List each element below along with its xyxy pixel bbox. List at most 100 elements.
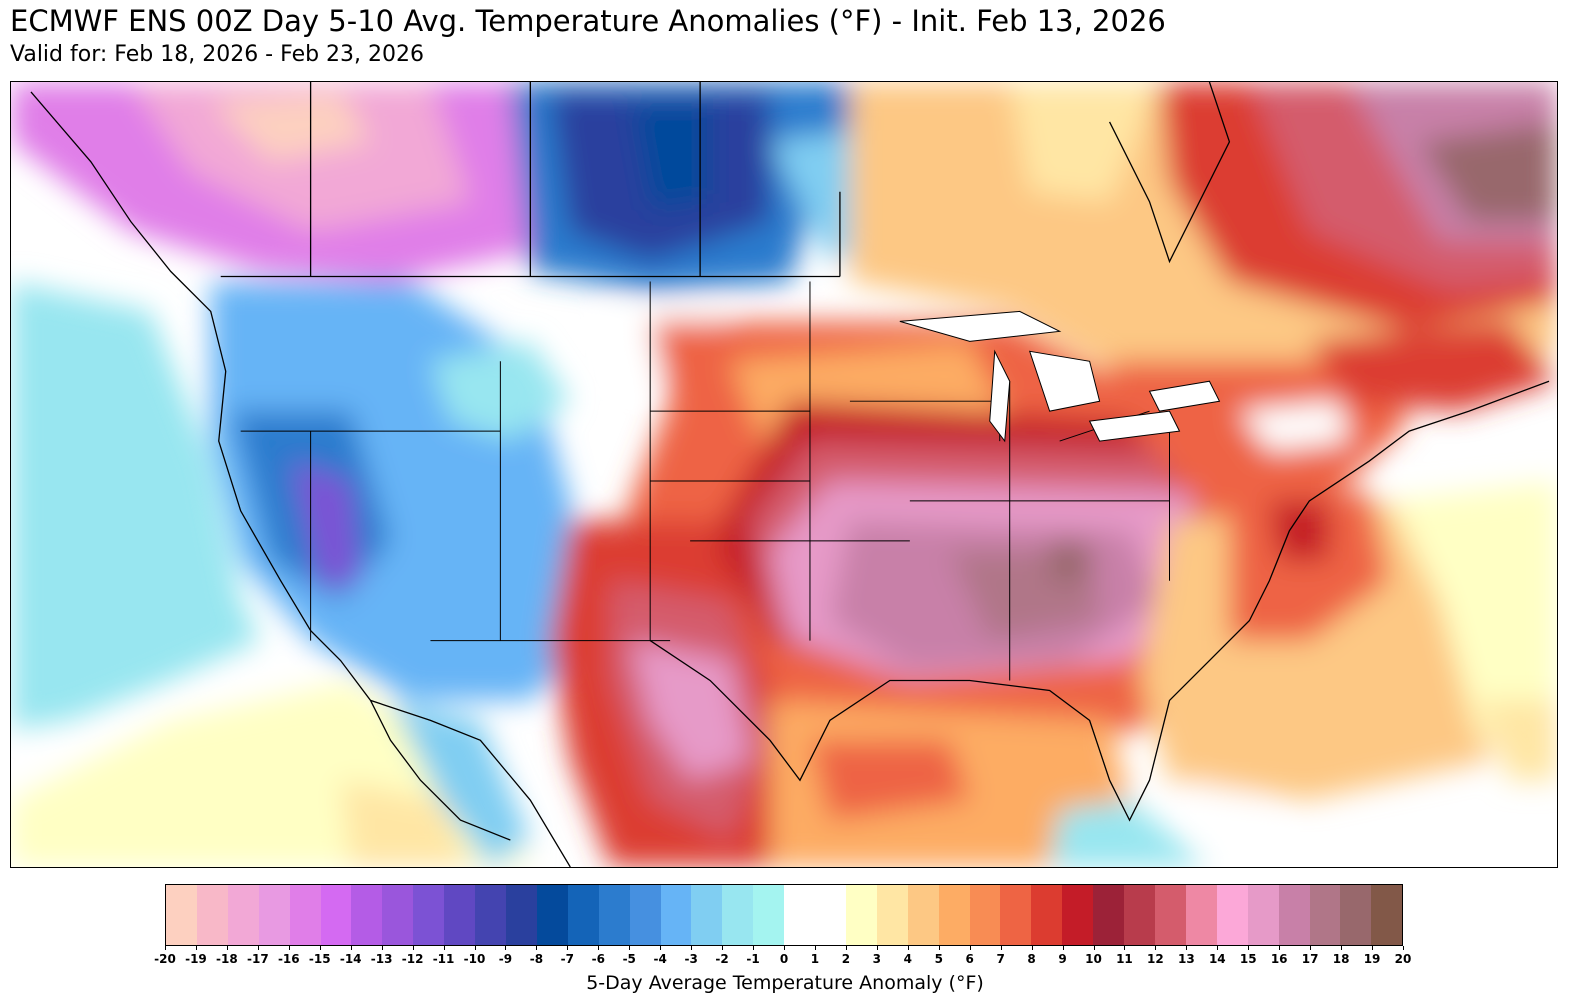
colorbar-tick-mark <box>722 946 724 950</box>
colorbar-tick-mark <box>969 946 971 950</box>
colorbar-segment <box>505 885 537 945</box>
colorbar-segment <box>382 885 414 945</box>
colorbar-segment <box>320 885 352 945</box>
colorbar-tick-mark <box>443 946 445 950</box>
colorbar-tick-label: 5 <box>934 952 943 966</box>
great-lakes <box>899 310 1221 443</box>
colorbar-tick-mark <box>1403 946 1404 950</box>
colorbar-tick-mark <box>660 946 662 950</box>
colorbar-tick-label: -14 <box>339 952 362 966</box>
colorbar-segment <box>691 885 723 945</box>
colorbar-tick-mark <box>1186 946 1188 950</box>
colorbar-tick-mark <box>629 946 631 950</box>
colorbar-segment <box>1216 885 1248 945</box>
colorbar-tick-mark <box>1000 946 1002 950</box>
colorbar-tick-label: 20 <box>1394 952 1412 966</box>
colorbar-tick-label: -5 <box>622 952 636 966</box>
colorbar-tick-label: 1 <box>810 952 820 966</box>
colorbar-tick-mark <box>257 946 259 950</box>
colorbar-segment <box>227 885 259 945</box>
colorbar-tick-mark <box>1217 946 1219 950</box>
colorbar-segment <box>258 885 290 945</box>
colorbar-tick-label: 6 <box>965 952 974 966</box>
colorbar-tick-label: -15 <box>308 952 331 966</box>
colorbar-segment <box>1062 885 1094 945</box>
colorbar-tick-label: 4 <box>903 952 912 966</box>
colorbar-tick-mark <box>288 946 290 950</box>
colorbar-tick-mark <box>412 946 414 950</box>
colorbar-tick-label: -12 <box>401 952 424 966</box>
colorbar-tick-label: 14 <box>1208 952 1226 966</box>
colorbar-tick-label: 10 <box>1085 952 1102 966</box>
colorbar-segment <box>166 885 197 945</box>
colorbar-tick-label: 11 <box>1116 952 1133 966</box>
colorbar-segment <box>475 885 506 945</box>
colorbar-tick-label: -19 <box>185 952 207 966</box>
colorbar-tick-mark <box>1310 946 1312 950</box>
colorbar-tick-label: 13 <box>1177 952 1195 966</box>
colorbar-segment <box>444 885 476 945</box>
colorbar-tick-label: 12 <box>1147 952 1164 966</box>
colorbar-tick-label: 16 <box>1270 952 1288 966</box>
colorbar-tick-label: -4 <box>653 952 667 966</box>
colorbar-tick-label: -20 <box>154 952 176 966</box>
colorbar-tick-mark <box>691 946 693 950</box>
colorbar-segment <box>1278 885 1310 945</box>
colorbar-tick-label: -1 <box>746 952 760 966</box>
colorbar-segment <box>536 885 568 945</box>
colorbar-tick-label: 7 <box>996 952 1005 966</box>
colorbar-tick-label: -18 <box>216 952 238 966</box>
anomaly-map <box>10 81 1558 868</box>
colorbar-tick-mark <box>195 946 197 950</box>
colorbar-tick-label: 9 <box>1058 952 1067 966</box>
colorbar-tick-mark <box>1124 946 1126 950</box>
colorbar-segment <box>1124 885 1155 945</box>
colorbar-segment <box>1247 885 1279 945</box>
colorbar-tick-mark <box>938 946 940 950</box>
colorbar-tick-mark <box>814 946 816 950</box>
colorbar-tick-label: 8 <box>1027 952 1036 966</box>
colorbar-segment <box>938 885 970 945</box>
colorbar-label: 5-Day Average Temperature Anomaly (°F) <box>586 972 984 994</box>
colorbar-tick-mark <box>1062 946 1064 950</box>
colorbar-tick-label: 0 <box>779 952 789 966</box>
colorbar-segment <box>289 885 321 945</box>
colorbar-segment <box>1093 885 1125 945</box>
colorbar-tick-label: -6 <box>591 952 605 966</box>
colorbar-tick-mark <box>1248 946 1250 950</box>
colorbar-tick-label: -16 <box>277 952 300 966</box>
colorbar-tick-mark <box>381 946 383 950</box>
colorbar-tick-mark <box>845 946 847 950</box>
colorbar-tick-mark <box>784 946 785 950</box>
colorbar-tick-mark <box>1372 946 1374 950</box>
colorbar-segment <box>598 885 630 945</box>
pacific-cool-anomaly <box>11 281 261 731</box>
colorbar-tick-mark <box>165 946 166 950</box>
colorbar-tick-mark <box>567 946 569 950</box>
anomaly-field <box>11 82 1557 867</box>
colorbar-tick-label: 15 <box>1239 952 1257 966</box>
colorbar-tick-mark <box>598 946 600 950</box>
colorbar-tick-label: -10 <box>463 952 486 966</box>
colorbar-tick-label: -7 <box>560 952 575 966</box>
colorbar-segment <box>876 885 908 945</box>
colorbar-segment <box>1155 885 1186 945</box>
colorbar-tick-mark <box>876 946 878 950</box>
colorbar-segment <box>907 885 939 945</box>
colorbar-tick-label: 2 <box>841 952 851 966</box>
atlantic-warm-anomaly <box>1139 500 1490 801</box>
colorbar-ticks: -20 -19 -18 -17 -16 -15 -14 -13 -12 -11 -10 -9 -8 -7-… <box>154 946 1411 968</box>
colorbar-tick-label: 19 <box>1363 952 1381 966</box>
colorbar-tick-mark <box>505 946 507 950</box>
colorbar-segment <box>1340 885 1372 945</box>
colorbar-tick-label: -13 <box>370 952 393 966</box>
colorbar-tick-mark <box>536 946 538 950</box>
colorbar-tick-mark <box>1031 946 1033 950</box>
colorbar-segment <box>845 885 877 945</box>
colorbar-tick-label: -3 <box>684 952 698 966</box>
colorbar-tick-label: -2 <box>715 952 729 966</box>
map-title: ECMWF ENS 00Z Day 5-10 Avg. Temperature … <box>10 4 1166 38</box>
colorbar-tick-mark <box>1155 946 1157 950</box>
colorbar-segment <box>753 885 785 945</box>
coastline-outlines <box>30 82 1550 867</box>
